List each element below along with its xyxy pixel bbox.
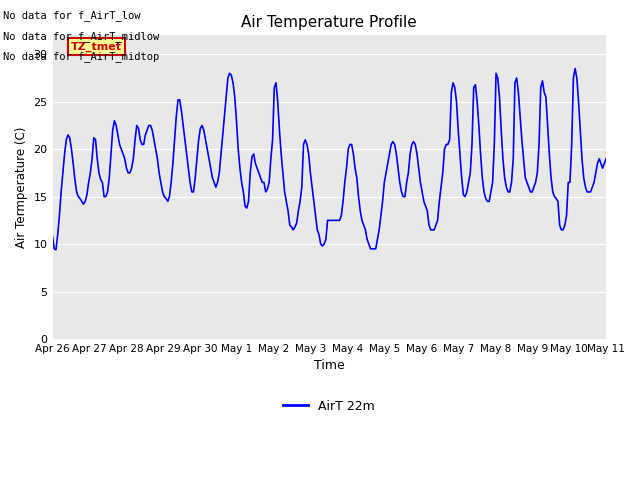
Text: No data for f_AirT_low: No data for f_AirT_low (3, 11, 141, 22)
Text: No data for f_AirT_midtop: No data for f_AirT_midtop (3, 51, 159, 62)
X-axis label: Time: Time (314, 360, 345, 372)
Text: No data for f_AirT_midlow: No data for f_AirT_midlow (3, 31, 159, 42)
Y-axis label: Air Termperature (C): Air Termperature (C) (15, 126, 28, 248)
Legend: AirT 22m: AirT 22m (278, 395, 380, 418)
Text: TZ_tmet: TZ_tmet (71, 42, 122, 52)
Title: Air Temperature Profile: Air Temperature Profile (241, 15, 417, 30)
